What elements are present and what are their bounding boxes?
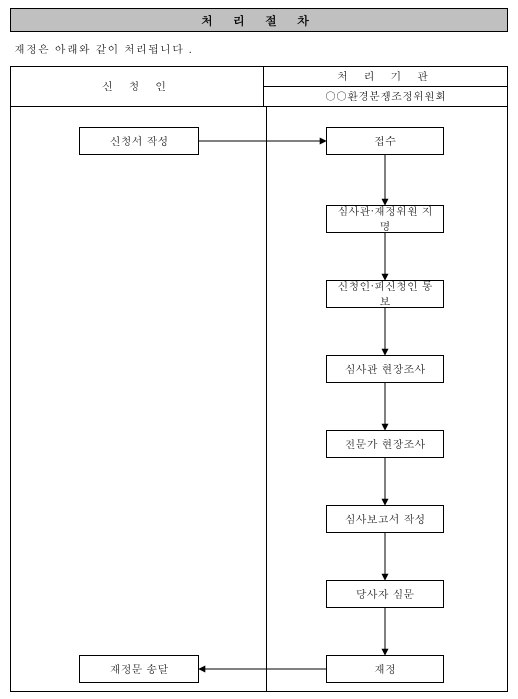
flow-node-label: 재정문 송달 [110, 662, 169, 677]
flow-node-label: 접수 [374, 134, 396, 149]
col-left-label: 신 청 인 [102, 79, 172, 94]
subtitle: 재정은 아래와 같이 처리됩니다 . [14, 42, 508, 57]
flow-node-label: 신청인·피신청인 통보 [333, 279, 437, 309]
flow-node-label: 심사관·재정위원 지명 [333, 204, 437, 234]
column-divider [266, 107, 267, 691]
title-text: 처 리 절 차 [201, 12, 317, 29]
flow-node-n_inspect2: 전문가 현장조사 [326, 430, 444, 458]
flow-node-label: 전문가 현장조사 [345, 437, 426, 452]
flow-node-n_receive: 접수 [326, 127, 444, 155]
flow-node-label: 심사보고서 작성 [345, 512, 426, 527]
col-header-right-bottom: ○○환경분쟁조정위원회 [264, 87, 507, 107]
flow-table: 신 청 인 처 리 기 관 ○○환경분쟁조정위원회 신청서 작성 접수심사관·재정… [10, 66, 508, 692]
flow-node-n_assign: 심사관·재정위원 지명 [326, 205, 444, 233]
flow-node-n_apply: 신청서 작성 [79, 127, 199, 155]
flow-body: 신청서 작성 접수심사관·재정위원 지명신청인·피신청인 통보심사관 현장조사전문… [11, 107, 509, 691]
flow-node-label: 심사관 현장조사 [345, 362, 426, 377]
col-header-left: 신 청 인 [11, 67, 264, 107]
subtitle-text: 재정은 아래와 같이 처리됩니다 . [14, 42, 193, 57]
title-bar: 처 리 절 차 [10, 8, 508, 32]
flow-node-n_hearing: 당사자 심문 [326, 580, 444, 608]
flow-node-label: 신청서 작성 [110, 134, 169, 149]
col-header-right-top: 처 리 기 관 [264, 67, 507, 87]
flow-node-label: 당사자 심문 [356, 587, 415, 602]
flow-node-label: 재정 [374, 662, 396, 677]
flow-node-n_inspect1: 심사관 현장조사 [326, 355, 444, 383]
flow-node-n_decision: 재정 [326, 655, 444, 683]
flow-node-n_notify: 신청인·피신청인 통보 [326, 280, 444, 308]
col-right-top-label: 처 리 기 관 [337, 69, 434, 84]
flow-node-n_deliver: 재정문 송달 [79, 655, 199, 683]
flow-node-n_report: 심사보고서 작성 [326, 505, 444, 533]
col-right-bottom-label: ○○환경분쟁조정위원회 [325, 89, 446, 104]
